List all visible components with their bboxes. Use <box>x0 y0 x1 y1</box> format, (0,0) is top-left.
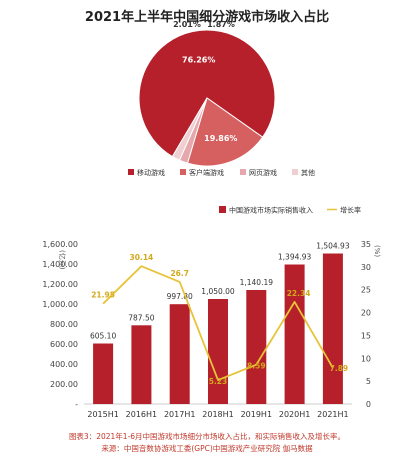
figure-caption: 图表3：2021年1-6月中国游戏市场细分市场收入占比，和实际销售收入及增长率。 <box>68 432 346 441</box>
line-legend-label: 增长率 <box>340 206 361 215</box>
y-tick-left: 1,000.00 <box>42 300 78 309</box>
y-tick-right: 15 <box>361 331 371 340</box>
bar-legend-label: 中国游戏市场实际销售收入 <box>229 206 313 215</box>
x-tick-label: 2021H1 <box>317 410 348 419</box>
y-tick-left: - <box>75 400 78 409</box>
y-tick-right: 5 <box>366 377 371 386</box>
y-tick-right: 0 <box>366 400 371 409</box>
y-axis-unit-left: (亿元) <box>58 250 67 270</box>
y-tick-left: 400.00 <box>50 360 78 369</box>
pie-label-1: 76.26% <box>182 55 215 64</box>
pie-legend-label-1: 移动游戏 <box>137 168 165 177</box>
bar-value-label: 1,504.93 <box>316 242 350 251</box>
source-caption: 来源：中国音数协游戏工委(GPC)中国游戏产业研究院 伽马数据 <box>101 444 313 453</box>
y-tick-left: 600.00 <box>50 340 78 349</box>
x-tick-label: 2015H1 <box>87 410 118 419</box>
growth-line <box>102 265 334 382</box>
bar-value-label: 997.80 <box>167 292 193 301</box>
y-tick-right: 20 <box>361 309 371 318</box>
y-tick-right: 35 <box>361 240 371 249</box>
y-axis-unit-right: (%) <box>373 245 381 257</box>
bar <box>246 290 267 404</box>
bar <box>93 343 114 404</box>
y-tick-right: 30 <box>361 263 371 272</box>
y-tick-left: 1,200.00 <box>42 280 78 289</box>
bar-legend-swatch <box>219 206 226 213</box>
bar-value-label: 605.10 <box>90 332 116 341</box>
line-value-label: 22.34 <box>287 289 311 298</box>
bar-value-label: 1,394.93 <box>278 253 312 262</box>
bar <box>208 299 228 404</box>
y-tick-left: 800.00 <box>50 320 78 329</box>
bar-value-label: 787.50 <box>128 313 154 322</box>
pie-slice-1 <box>138 29 276 158</box>
pie-legend-label-4: 其他 <box>301 168 315 177</box>
x-tick-label: 2016H1 <box>126 410 157 419</box>
line-value-label: 26.7 <box>170 269 189 278</box>
line-value-label: 21.95 <box>91 291 115 300</box>
pie-label-3: 2.01% <box>173 20 201 29</box>
line-value-label: 8.59 <box>247 362 266 371</box>
bar <box>284 264 305 404</box>
pie-legend-swatch-2 <box>180 169 186 175</box>
y-tick-right: 10 <box>361 354 371 363</box>
pie-slice-4 <box>171 97 208 161</box>
y-tick-right: 25 <box>361 286 371 295</box>
bar-value-label: 1,050.00 <box>201 287 235 296</box>
bar-value-label: 1,140.19 <box>240 278 274 287</box>
bar <box>131 325 152 405</box>
pie-legend-label-2: 客户端游戏 <box>189 168 224 177</box>
bar <box>322 253 343 404</box>
pie-legend-swatch-4 <box>292 169 298 175</box>
x-tick-label: 2020H1 <box>279 410 310 419</box>
pie-label-4: 1.87% <box>207 20 235 29</box>
pie-legend-label-3: 网页游戏 <box>249 168 277 177</box>
pie-legend-swatch-3 <box>240 169 246 175</box>
line-value-label: 30.14 <box>130 253 154 262</box>
line-value-label: 5.23 <box>209 377 228 386</box>
pie-label-2: 19.86% <box>204 134 237 143</box>
y-tick-left: 200.00 <box>50 380 78 389</box>
y-tick-left: 1,600.00 <box>42 240 78 249</box>
y-tick-left: 1,400.00 <box>42 260 78 269</box>
pie-slice-2 <box>186 97 264 167</box>
x-tick-label: 2019H1 <box>241 410 272 419</box>
bar <box>169 304 190 404</box>
x-tick-label: 2018H1 <box>202 410 233 419</box>
x-tick-label: 2017H1 <box>164 410 195 419</box>
pie-legend-swatch-1 <box>128 169 134 175</box>
line-value-label: 7.89 <box>330 364 349 373</box>
pie-chart-title: 2021年上半年中国细分游戏市场收入占比 <box>84 10 330 25</box>
